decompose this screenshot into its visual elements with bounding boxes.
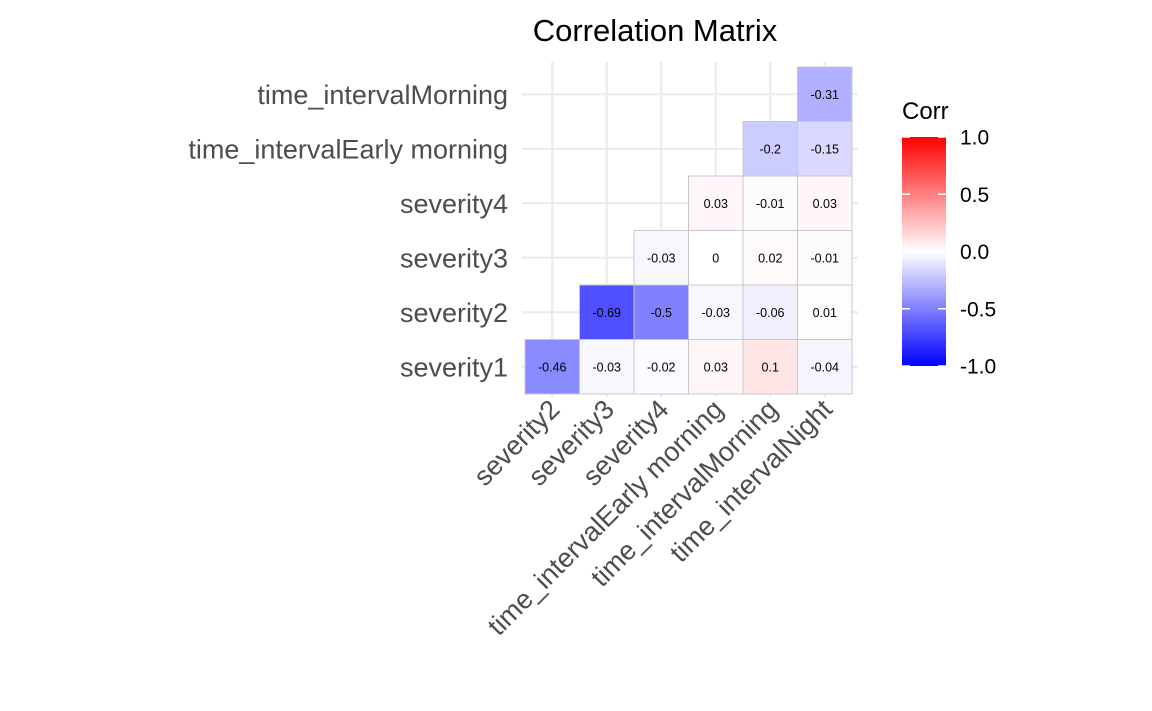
- heatmap-cell-label: -0.04: [811, 360, 840, 374]
- heatmap-cell: -0.69: [579, 284, 635, 340]
- heatmap-cell: 0.02: [742, 230, 798, 286]
- heatmap-cell: -0.02: [633, 339, 689, 395]
- y-axis-tick-label: time_intervalMorning: [257, 80, 508, 110]
- heatmap-cell-label: -0.01: [756, 197, 785, 211]
- heatmap-cell-label: 0.03: [704, 197, 728, 211]
- y-axis-tick-label: time_intervalEarly morning: [188, 134, 508, 164]
- y-axis-tick-label: severity3: [400, 243, 508, 273]
- heatmap-cell-rect: [688, 175, 744, 231]
- heatmap-cell-rect: [797, 66, 853, 122]
- heatmap-cell-rect: [742, 339, 798, 395]
- heatmap-cell: -0.15: [797, 121, 853, 177]
- heatmap-cells: -0.46 -0.03 -0.02 0.03 0.1 -0.04 -0.69 -0.5 -0.0…: [524, 66, 853, 395]
- heatmap-cell-rect: [633, 230, 689, 286]
- heatmap-cell: -0.03: [633, 230, 689, 286]
- legend-tick-label: 0.5: [960, 184, 989, 207]
- heatmap-cell-rect: [797, 175, 853, 231]
- heatmap-cell-label: -0.2: [759, 142, 781, 156]
- chart-title: Correlation Matrix: [533, 13, 778, 48]
- heatmap-cell-rect: [688, 230, 744, 286]
- heatmap-cell-label: -0.01: [811, 251, 840, 265]
- heatmap-cell-label: -0.03: [702, 306, 731, 320]
- heatmap-cell: -0.06: [742, 284, 798, 340]
- y-axis-tick-label: severity4: [400, 189, 508, 219]
- heatmap-cell-label: -0.03: [647, 251, 676, 265]
- legend-tick-label: -0.5: [960, 298, 996, 321]
- heatmap-cell: 0.03: [797, 175, 853, 231]
- heatmap-cell: -0.03: [688, 284, 744, 340]
- heatmap-cell: 0.1: [742, 339, 798, 395]
- heatmap-cell-rect: [797, 284, 853, 340]
- heatmap-cell-label: -0.46: [538, 360, 567, 374]
- heatmap-cell-label: -0.15: [811, 142, 840, 156]
- y-axis-tick-label: severity1: [400, 352, 508, 382]
- heatmap-cell: -0.46: [524, 339, 580, 395]
- heatmap-cell-rect: [579, 284, 635, 340]
- heatmap-cell-label: -0.02: [647, 360, 676, 374]
- heatmap-cell-rect: [797, 339, 853, 395]
- heatmap-cell-label: -0.31: [811, 88, 840, 102]
- heatmap-cell-label: 0.03: [813, 197, 837, 211]
- heatmap-cell: 0.03: [688, 339, 744, 395]
- legend-tick-label: 1.0: [960, 127, 989, 150]
- heatmap-cell-rect: [742, 230, 798, 286]
- y-axis-tick-label: severity2: [400, 298, 508, 328]
- legend-tick-label: -1.0: [960, 356, 996, 379]
- heatmap-cell: -0.2: [742, 121, 798, 177]
- legend-title: Corr: [902, 98, 949, 125]
- heatmap-cell: 0: [688, 230, 744, 286]
- heatmap-cell-rect: [742, 175, 798, 231]
- legend-ticks: 1.0 0.5 0.0 -0.5 -1.0: [902, 127, 996, 379]
- heatmap-cell: -0.31: [797, 66, 853, 122]
- heatmap-cell-rect: [742, 284, 798, 340]
- heatmap-cell-label: -0.03: [593, 360, 622, 374]
- x-axis-tick-labels: severity2severity3severity4time_interval…: [468, 394, 838, 642]
- heatmap-cell-label: -0.5: [650, 306, 672, 320]
- heatmap-cell-label: 0.03: [704, 360, 728, 374]
- y-axis-tick-labels: severity1 severity2 severity3 severity4 time…: [188, 80, 508, 383]
- heatmap-cell-label: -0.69: [593, 306, 622, 320]
- heatmap-cell-rect: [524, 339, 580, 395]
- heatmap-cell-label: 0.1: [762, 360, 779, 374]
- legend-tick-label: 0.0: [960, 241, 989, 264]
- legend: Corr 1.0 0.5 0.0 -0.5 -1.0: [902, 98, 996, 379]
- heatmap-cell-label: -0.06: [756, 306, 785, 320]
- heatmap-cell: -0.01: [742, 175, 798, 231]
- heatmap-cell: -0.03: [579, 339, 635, 395]
- heatmap-cell-rect: [797, 230, 853, 286]
- heatmap-cell: -0.04: [797, 339, 853, 395]
- heatmap-cell: 0.03: [688, 175, 744, 231]
- heatmap-cell-label: 0.02: [758, 251, 782, 265]
- heatmap-cell: -0.5: [633, 284, 689, 340]
- heatmap-cell: 0.01: [797, 284, 853, 340]
- heatmap-cell-label: 0.01: [813, 306, 837, 320]
- heatmap-cell-label: 0: [712, 251, 719, 265]
- heatmap-cell: -0.01: [797, 230, 853, 286]
